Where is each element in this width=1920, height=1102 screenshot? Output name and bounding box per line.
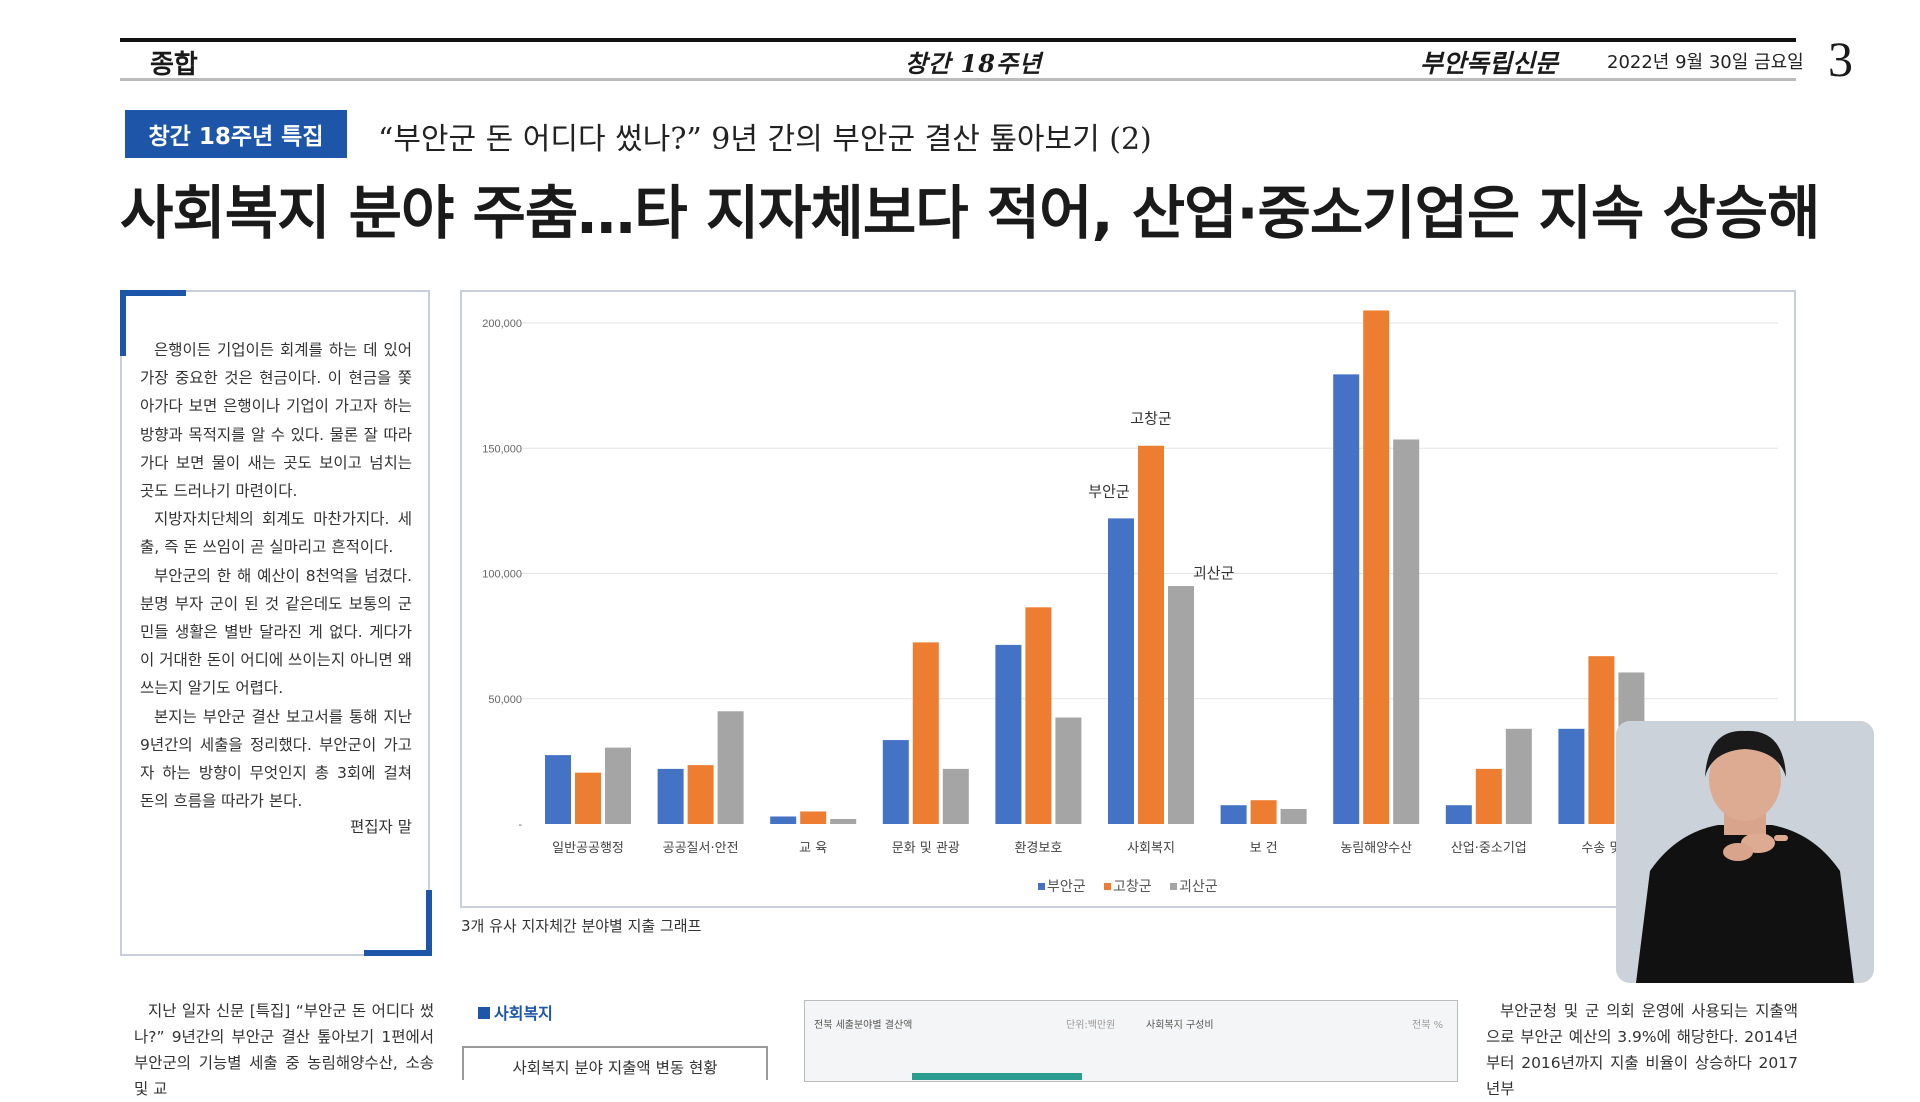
bar-고창군-0 [575, 772, 601, 824]
interpreter-figure-icon [1616, 721, 1874, 983]
editor-note-paragraph: 본지는 부안군 결산 보고서를 통해 지난 9년간의 세출을 정리했다. 부안군… [140, 707, 412, 811]
bar-괴산군-1 [717, 711, 744, 824]
bar-괴산군-5 [1168, 586, 1194, 824]
section-name: 종합 [150, 50, 198, 80]
headline: 사회복지 분야 주춤…타 지자체보다 적어, 산업·중소기업은 지속 상승해 [120, 179, 1820, 247]
newspaper-name: 부안독립신문 [1420, 49, 1559, 78]
data-annotation: 부안군 [1088, 482, 1130, 500]
bar-괴산군-8 [1505, 728, 1532, 824]
legend-entry: 부안군 [1047, 879, 1086, 895]
editor-signature: 편집자 말 [350, 818, 412, 836]
table-title: 사회복지 분야 지출액 변동 현황 [462, 1046, 768, 1080]
legend-swatch [1170, 883, 1177, 890]
bar-부안군-0 [545, 755, 571, 824]
chart-frame [460, 290, 1796, 908]
body-text-column-1: 지난 일자 신문 [특집] “부안군 돈 어디다 썼나?” 9년간의 부안군 결… [134, 1002, 434, 1098]
x-tick-label: 문화 및 관광 [892, 841, 960, 856]
y-tick-label: 100,000 [482, 569, 522, 581]
x-tick-label: 일반공공행정 [552, 840, 624, 856]
x-tick-label: 농림해양수산 [1340, 841, 1412, 856]
editor-note-text: 은행이든 기업이든 회계를 하는 데 있어 가장 중요한 것은 현금이다. 이 … [140, 336, 412, 815]
legend-swatch [1038, 883, 1045, 890]
mini-charts-panel [804, 1000, 1458, 1082]
square-bullet-icon [478, 1007, 490, 1019]
special-feature-badge: 창간 18주년 특집 [125, 110, 347, 158]
bar-괴산군-3 [942, 768, 969, 824]
data-annotation: 괴산군 [1193, 564, 1235, 582]
section-label-text: 사회복지 [494, 1004, 553, 1023]
corner-accent [120, 290, 126, 356]
bar-chart: - 50,000 100,000 150,000 200,000 일반공공행정 공공질서·안… [482, 310, 1778, 895]
y-tick-label: 150,000 [482, 443, 522, 455]
bar-고창군-3 [912, 642, 939, 824]
data-annotation: 고창군 [1130, 410, 1172, 428]
body-text-column-right: 부안군청 및 군 의회 운영에 사용되는 지출액으로 부안군 예산의 3.9%에… [1486, 1002, 1798, 1098]
legend-swatch [1104, 883, 1111, 890]
bar-부안군-2 [770, 816, 797, 824]
corner-accent [120, 290, 186, 296]
issue-date: 2022년 9월 30일 금요일 [1607, 52, 1804, 73]
bar-부안군-8 [1445, 805, 1472, 824]
bar-고창군-9 [1588, 656, 1615, 824]
bar-부안군-7 [1333, 374, 1360, 824]
subheadline: “부안군 돈 어디다 썼나?” 9년 간의 부안군 결산 톺아보기 (2) [378, 122, 1152, 157]
x-tick-label: 보 건 [1250, 841, 1278, 856]
bar-괴산군-2 [830, 818, 857, 824]
bar-고창군-1 [687, 765, 714, 824]
bar-고창군-2 [800, 811, 827, 824]
x-tick-label: 수송 및 [1581, 841, 1621, 856]
editor-note-paragraph: 부안군의 한 해 예산이 8천억을 넘겼다. 분명 부자 군이 된 것 같은데도… [140, 566, 412, 698]
editor-note-paragraph: 은행이든 기업이든 회계를 하는 데 있어 가장 중요한 것은 현금이다. 이 … [140, 341, 412, 501]
bar-부안군-3 [882, 740, 909, 824]
editor-note-box [120, 290, 430, 956]
y-tick-label: - [518, 819, 522, 831]
bar-고창군-8 [1475, 768, 1502, 824]
bar-괴산군-4 [1055, 717, 1082, 824]
bar-고창군-7 [1363, 310, 1390, 825]
bar-고창군-4 [1025, 607, 1052, 824]
page-number: 3 [1828, 31, 1853, 87]
editor-note-paragraph: 지방자치단체의 회계도 마찬가지다. 세출, 즉 돈 쓰임이 곧 실마리고 흔적… [140, 510, 412, 557]
bar-괴산군-7 [1393, 439, 1420, 824]
bar-부안군-6 [1220, 805, 1247, 824]
mini-chart-title-left: 전북 세출분야별 결산액 [814, 1020, 913, 1031]
legend-entry: 고창군 [1113, 879, 1152, 895]
y-tick-label: 50,000 [488, 694, 522, 706]
y-tick-label: 200,000 [482, 318, 522, 330]
mini-chart-bar [912, 1073, 1082, 1080]
x-tick-label: 산업·중소기업 [1451, 841, 1527, 856]
x-tick-label: 교 육 [799, 841, 827, 856]
x-tick-label: 사회복지 [1127, 841, 1175, 856]
masthead-bottom-rule [120, 78, 1796, 81]
bar-부안군-4 [995, 644, 1022, 824]
legend-entry: 괴산군 [1179, 879, 1218, 895]
corner-accent [426, 890, 432, 956]
chart-caption: 3개 유사 지자체간 분야별 지출 그래프 [461, 917, 702, 935]
bar-고창군-6 [1250, 800, 1277, 824]
x-tick-label: 환경보호 [1014, 841, 1062, 856]
bar-부안군-1 [657, 768, 684, 824]
bar-부안군-9 [1558, 728, 1585, 824]
mini-chart-title-right: 사회복지 구성비 [1146, 1020, 1214, 1031]
x-tick-label: 공공질서·안전 [663, 841, 739, 856]
sign-language-interpreter-video [1616, 721, 1874, 983]
bar-부안군-5 [1108, 518, 1134, 824]
section-label-social-welfare: 사회복지 [478, 1000, 553, 1024]
masthead-top-rule [120, 38, 1796, 42]
bar-괴산군-0 [605, 747, 631, 824]
bar-괴산군-6 [1280, 808, 1307, 824]
bar-고창군-5 [1138, 445, 1164, 824]
anniversary-mark: 창간 18주년 [905, 49, 1043, 78]
mini-chart-unit-right: 전북 % [1412, 1020, 1444, 1031]
mini-chart-unit-left: 단위:백만원 [1066, 1020, 1116, 1031]
corner-accent [364, 950, 432, 956]
